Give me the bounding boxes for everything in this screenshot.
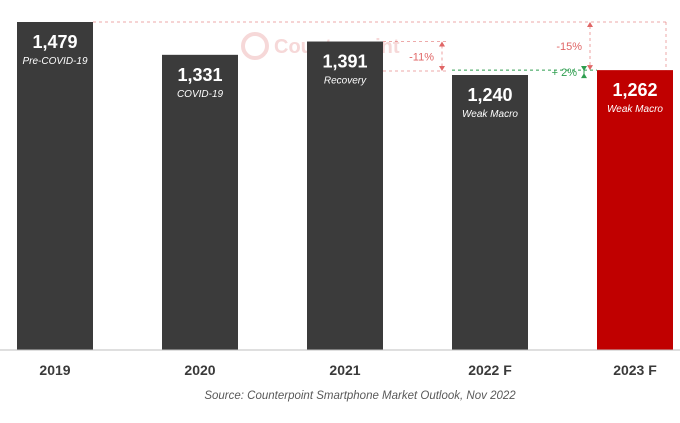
category-label: 2019 <box>39 362 70 378</box>
arrowhead <box>587 65 593 71</box>
bar-sublabel: Pre-COVID-19 <box>22 56 87 67</box>
arrowhead <box>439 41 445 47</box>
change-label: -15% <box>556 41 582 53</box>
arrowhead <box>587 22 593 27</box>
bar-sublabel: Recovery <box>324 76 367 87</box>
bar-4 <box>597 70 673 351</box>
change-label: -11% <box>409 51 434 63</box>
category-labels: 2019 2020 2021 2022 F 2023 F <box>39 362 657 378</box>
bar-sublabel: COVID-19 <box>177 89 224 100</box>
bar-3 <box>452 75 528 350</box>
bar-sublabel: Weak Macro <box>462 109 518 120</box>
bar-value-label: 1,262 <box>612 80 657 100</box>
arrowhead <box>581 66 587 72</box>
bar-sublabel: Weak Macro <box>607 104 663 115</box>
bar-value-label: 1,479 <box>32 32 77 52</box>
bars: 1,479 Pre-COVID-19 1,331 COVID-19 1,391 Recov… <box>17 22 673 351</box>
bar-1 <box>162 54 238 351</box>
change-label: + 2% <box>552 67 578 79</box>
bar-value-label: 1,331 <box>177 65 222 85</box>
category-label: 2023 F <box>613 362 657 378</box>
category-label: 2022 F <box>468 362 512 378</box>
arrowhead <box>439 66 445 72</box>
bar-2 <box>307 41 383 350</box>
source-note: Source: Counterpoint Smartphone Market O… <box>204 390 516 402</box>
category-label: 2021 <box>329 362 360 378</box>
bar-value-label: 1,240 <box>467 85 512 105</box>
arrowhead <box>581 73 587 79</box>
watermark-logo-icon <box>241 32 269 60</box>
category-label: 2020 <box>184 362 215 378</box>
annotations: -15% -11% + 2% <box>93 21 667 79</box>
bar-value-label: 1,391 <box>322 52 367 72</box>
bar-0 <box>17 22 93 350</box>
